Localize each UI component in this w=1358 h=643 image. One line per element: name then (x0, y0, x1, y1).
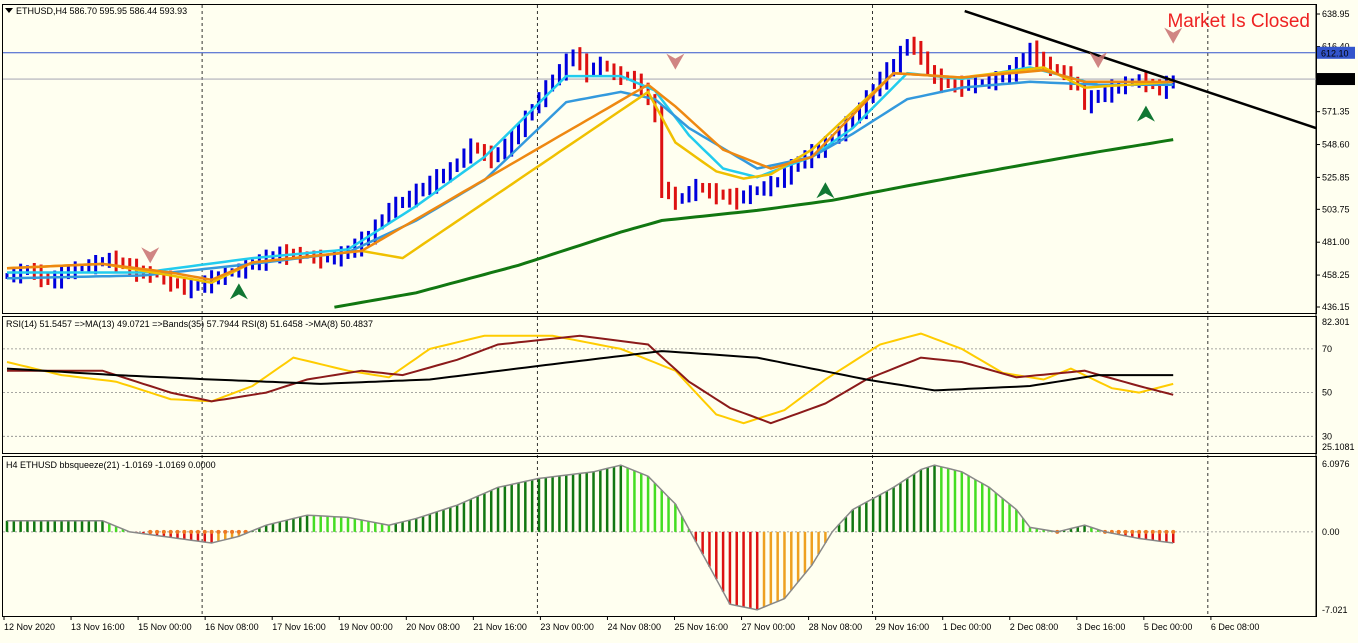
x-tick-label: 15 Nov 00:00 (138, 622, 192, 632)
squeeze-dot (161, 529, 166, 534)
rsi-y-tick-label: 50 (1322, 388, 1332, 398)
squeeze-dot (202, 529, 207, 534)
x-tick-label: 2 Dec 08:00 (1010, 622, 1059, 632)
x-tick-label: 16 Nov 08:00 (205, 622, 259, 632)
x-tick-label: 23 Nov 00:00 (540, 622, 594, 632)
price-label: 612.10 (1321, 48, 1349, 58)
x-tick-label: 5 Dec 00:00 (1144, 622, 1193, 632)
squeeze-indicator-title: H4 ETHUSD bbsqueeze(21) -1.0169 -1.0169 … (6, 460, 216, 470)
squeeze-dot (223, 529, 228, 534)
squeeze-dot (189, 529, 194, 534)
y-tick-label: 616.40 (1322, 42, 1350, 52)
x-tick-label: 29 Nov 16:00 (876, 622, 930, 632)
rsi-y-tick-label: 30 (1322, 431, 1332, 441)
x-tick-label: 17 Nov 16:00 (272, 622, 326, 632)
y-tick-label: 436.15 (1322, 302, 1350, 312)
squeeze-dot (148, 529, 153, 534)
rsi-series-line (6, 332, 1174, 425)
rsi-y-tick-label: 82.301 (1322, 317, 1350, 327)
y-tick-label: 638.95 (1322, 9, 1350, 19)
x-tick-label: 20 Nov 08:00 (406, 622, 460, 632)
pane-border-1 (2, 4, 1317, 314)
x-tick-label: 28 Nov 08:00 (809, 622, 863, 632)
rsi-indicator-title: RSI(14) 51.5457 =>MA(13) 49.0721 =>Bands… (6, 319, 373, 329)
price-label-box (1317, 46, 1355, 59)
price-label: 593.93 (1321, 75, 1349, 85)
squeeze-dot (175, 529, 180, 534)
sell-arrow-icon (1089, 52, 1108, 69)
rsi-y-tick-label: 25.1081 (1322, 442, 1355, 452)
squeeze-dot (1123, 529, 1128, 534)
squeeze-dot (1150, 529, 1155, 534)
squeeze-dot (1164, 529, 1169, 534)
squeeze-envelope (7, 464, 1174, 611)
x-tick-label: 24 Nov 08:00 (607, 622, 661, 632)
market-closed-label: Market Is Closed (1167, 11, 1310, 32)
y-tick-label: 481.00 (1322, 237, 1350, 247)
pane-border-2 (2, 316, 1317, 454)
y-tick-label: 548.60 (1322, 140, 1350, 150)
sell-arrow-icon (141, 247, 160, 264)
squeeze-y-tick-label: 6.0976 (1322, 459, 1350, 469)
squeeze-dot (1157, 529, 1162, 534)
x-tick-label: 21 Nov 16:00 (473, 622, 527, 632)
moving-average-line (6, 66, 1174, 285)
squeeze-dot (182, 529, 187, 534)
moving-average-line (6, 80, 1174, 280)
x-tick-label: 27 Nov 00:00 (742, 622, 796, 632)
dropdown-triangle-icon[interactable] (5, 8, 13, 13)
x-tick-label: 3 Dec 16:00 (1077, 622, 1126, 632)
squeeze-dot (216, 529, 221, 534)
rsi-y-tick-label: 70 (1322, 344, 1332, 354)
squeeze-y-tick-label: -7.021 (1322, 605, 1348, 615)
x-tick-label: 19 Nov 00:00 (339, 622, 393, 632)
x-tick-label: 12 Nov 2020 (4, 622, 55, 632)
squeeze-y-tick-label: 0.00 (1322, 527, 1340, 537)
squeeze-dot (230, 529, 235, 534)
squeeze-dot (168, 529, 173, 534)
x-tick-label: 1 Dec 00:00 (943, 622, 992, 632)
x-tick-label: 25 Nov 16:00 (675, 622, 729, 632)
y-tick-label: 571.35 (1322, 107, 1350, 117)
rsi-series-line (7, 334, 1174, 425)
y-tick-label: 503.75 (1322, 204, 1350, 214)
squeeze-dot (195, 529, 200, 534)
squeeze-dot (1137, 529, 1142, 534)
y-tick-label: 458.25 (1322, 270, 1350, 280)
trendline[interactable] (964, 9, 1317, 130)
squeeze-dot (1116, 529, 1121, 534)
buy-arrow-icon (816, 182, 835, 199)
squeeze-dot (155, 529, 160, 534)
price-label-box (1317, 73, 1355, 86)
x-tick-label: 6 Dec 08:00 (1211, 622, 1260, 632)
moving-average-line (6, 69, 1174, 282)
squeeze-dot (1143, 529, 1148, 534)
x-tick-label: 13 Nov 16:00 (71, 622, 125, 632)
squeeze-dot (236, 529, 241, 534)
buy-arrow-icon (1136, 105, 1155, 122)
squeeze-dot (209, 529, 214, 534)
sell-arrow-icon (666, 53, 685, 70)
pane-border-3 (2, 456, 1317, 617)
symbol-header: ETHUSD,H4 586.70 595.95 586.44 593.93 (16, 6, 187, 16)
buy-arrow-icon (229, 283, 248, 300)
rsi-series-line (6, 350, 1174, 392)
moving-average-line (334, 138, 1174, 309)
squeeze-dot (1130, 529, 1135, 534)
squeeze-dot (1171, 529, 1176, 534)
y-tick-label: 525.85 (1322, 172, 1350, 182)
sell-arrow-icon (1164, 27, 1183, 44)
